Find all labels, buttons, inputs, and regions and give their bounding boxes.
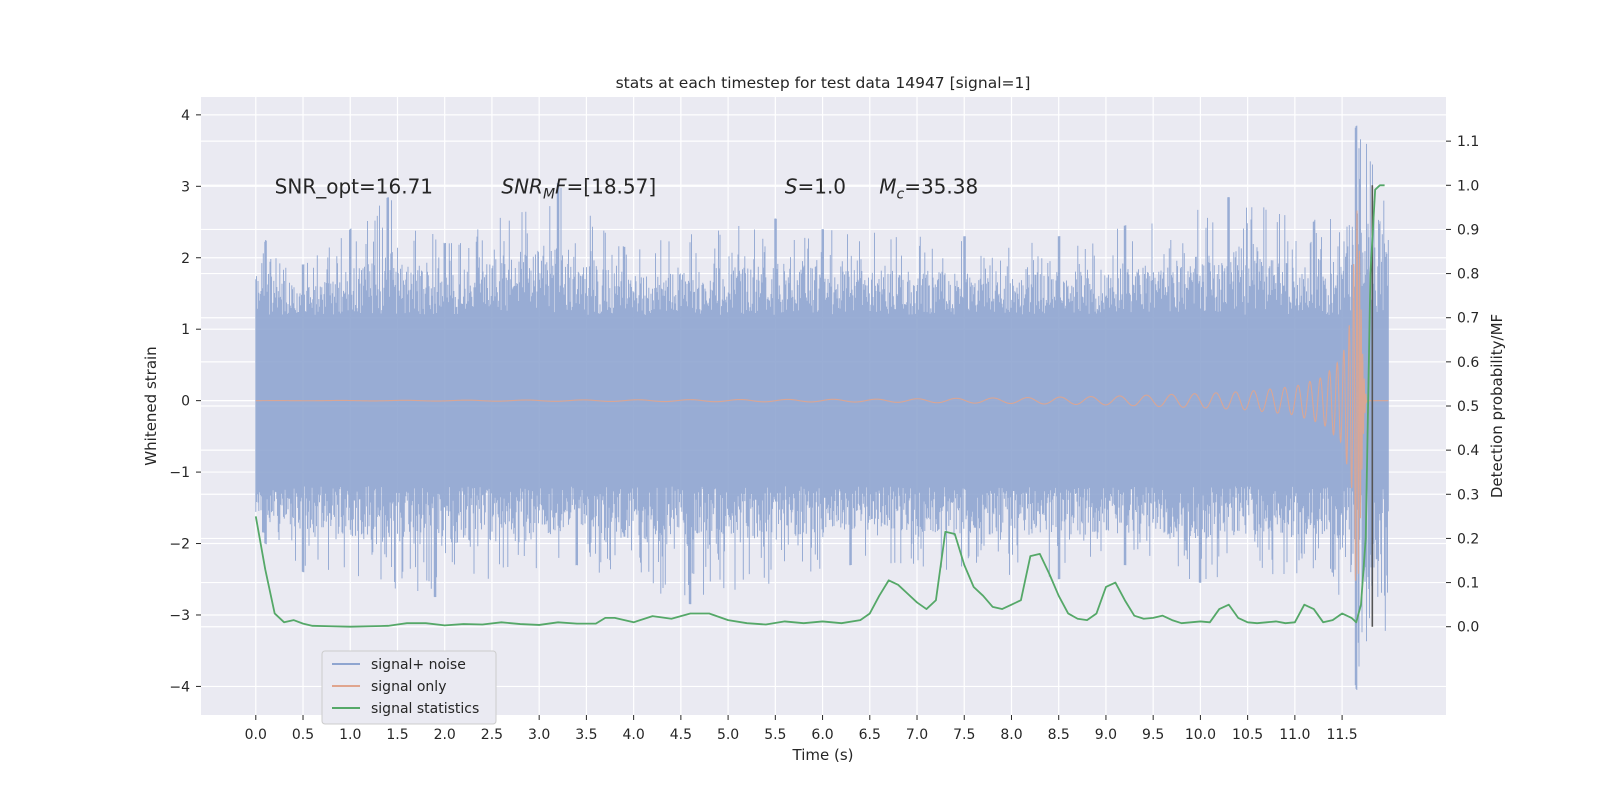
y-tick-label: −3 <box>169 608 190 624</box>
series-signal-noise <box>255 125 1389 690</box>
annotation-text: SNR_opt=16.71 <box>275 174 433 198</box>
x-tick-label: 2.5 <box>481 727 503 743</box>
x-tick-label: 9.5 <box>1142 727 1164 743</box>
legend-label-signal-only: signal only <box>371 679 446 695</box>
y2-tick-label: 0.9 <box>1457 222 1479 238</box>
x-tick-label: 0.5 <box>292 727 314 743</box>
series-signal-statistics <box>254 184 1385 628</box>
x-tick-label: 1.0 <box>339 727 361 743</box>
y-tick-label: 2 <box>181 251 190 267</box>
y-tick-label: 3 <box>181 179 190 195</box>
x-tick-label: 7.5 <box>953 727 975 743</box>
x-tick-label: 3.0 <box>528 727 550 743</box>
x-tick-label: 6.0 <box>811 727 833 743</box>
y-tick-label: −4 <box>169 679 190 695</box>
y2-tick-label: 0.3 <box>1457 487 1479 503</box>
x-tick-label: 0.0 <box>245 727 267 743</box>
x-tick-label: 4.5 <box>670 727 692 743</box>
x-tick-label: 10.5 <box>1232 727 1263 743</box>
legend: signal+ noise signal only signal statist… <box>321 650 497 725</box>
ticks: 0.0 0.5 1.0 1.5 2.0 2.5 3.0 3.5 4.0 4.5 5.0 5.5 6.0 6… <box>169 108 1479 743</box>
x-axis-label: Time (s) <box>792 746 854 764</box>
x-tick-label: 11.5 <box>1327 727 1358 743</box>
y2-tick-label: 0.2 <box>1457 531 1479 547</box>
x-tick-label: 8.5 <box>1048 727 1070 743</box>
y2-tick-label: 0.8 <box>1457 267 1479 283</box>
y2-tick-label: 0.7 <box>1457 311 1479 327</box>
y-tick-label: 0 <box>181 394 190 410</box>
y2-tick-label: 0.1 <box>1457 576 1479 592</box>
y2-tick-label: 0.4 <box>1457 443 1479 459</box>
y-tick-label: −2 <box>169 537 190 553</box>
chart-title: stats at each timestep for test data 149… <box>616 74 1031 92</box>
legend-label-signal-noise: signal+ noise <box>371 657 466 673</box>
x-tick-label: 5.5 <box>764 727 786 743</box>
x-tick-label: 9.0 <box>1095 727 1117 743</box>
y-tick-label: 1 <box>181 322 190 338</box>
annotation-text: Mc=35.38 <box>879 174 978 202</box>
x-tick-label: 5.0 <box>717 727 739 743</box>
y2-axis-label: Detection probability/MF <box>1488 314 1506 498</box>
y-tick-label: −1 <box>169 465 190 481</box>
y2-tick-label: 0.6 <box>1457 355 1479 371</box>
x-tick-label: 2.0 <box>434 727 456 743</box>
y2-tick-label: 1.1 <box>1457 134 1479 150</box>
x-tick-label: 3.5 <box>575 727 597 743</box>
series-layer <box>254 125 1389 690</box>
x-tick-label: 7.0 <box>906 727 928 743</box>
legend-label-signal-statistics: signal statistics <box>371 701 479 717</box>
x-tick-label: 6.5 <box>859 727 881 743</box>
series-signal-only <box>255 210 1389 581</box>
annotation-text: SNRMF=[18.57] <box>501 174 656 202</box>
x-tick-label: 4.0 <box>622 727 644 743</box>
annotations: SNR_opt=16.71 SNRMF=[18.57] S=1.0 Mc=35.38 <box>275 174 979 202</box>
x-tick-label: 11.0 <box>1279 727 1310 743</box>
y-axis-label: Whitened strain <box>142 346 160 465</box>
y2-tick-label: 0.0 <box>1457 620 1479 636</box>
annotation-text: S=1.0 <box>785 174 846 198</box>
y-tick-label: 4 <box>181 108 190 124</box>
y2-tick-label: 0.5 <box>1457 399 1479 415</box>
x-tick-label: 1.5 <box>386 727 408 743</box>
x-tick-label: 8.0 <box>1000 727 1022 743</box>
legend-box <box>321 650 497 725</box>
x-tick-label: 10.0 <box>1185 727 1216 743</box>
y2-tick-label: 1.0 <box>1457 178 1479 194</box>
